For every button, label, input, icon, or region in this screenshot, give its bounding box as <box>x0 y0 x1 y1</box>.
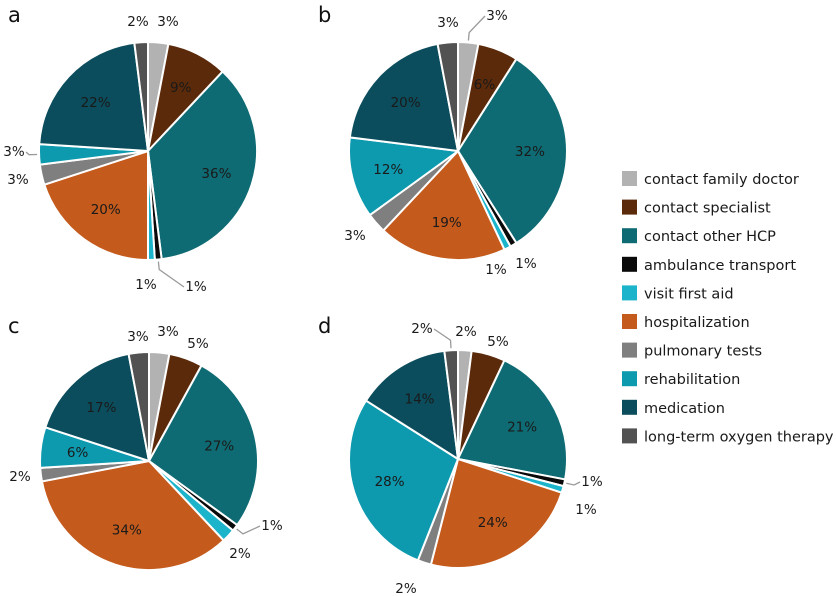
legend-swatch-pulmonary-tests <box>622 342 637 358</box>
legend-swatch-hospitalization <box>622 314 637 329</box>
data-label-d-contact-family-doctor: 2% <box>455 324 477 340</box>
data-label-b-visit-first-aid: 1% <box>485 262 507 278</box>
leader-line-d-ambulance-transport <box>566 481 581 486</box>
pie-chart-c: c 3% 5% 27% 1% 2% 34% 2% 6% 17% 3% <box>8 314 283 571</box>
pie-chart-a: a 3% 9% 36% 1% 1% 20% 3% 3% 22% 2% <box>3 3 258 295</box>
legend-label-hospitalization: hospitalization <box>644 315 750 331</box>
data-label-c-medication: 17% <box>86 400 116 416</box>
slice-b-long-term-oxygen-therapy <box>436 41 459 152</box>
slice-c-long-term-oxygen-therapy <box>127 351 150 462</box>
data-label-c-ambulance-transport: 1% <box>261 518 283 534</box>
legend-label-ambulance-transport: ambulance transport <box>644 258 796 274</box>
slice-d-medication <box>364 349 459 460</box>
legend: contact family doctor contact specialist c… <box>622 171 834 445</box>
slice-b-medication <box>348 42 459 152</box>
data-label-d-rehabilitation: 28% <box>375 474 405 490</box>
legend-label-contact-specialist: contact specialist <box>644 201 771 217</box>
leader-line-a-rehabilitation <box>25 151 38 156</box>
slice-a-contact-other-hcp <box>147 70 258 261</box>
legend-swatch-medication <box>622 399 637 415</box>
data-label-c-hospitalization: 34% <box>112 522 142 538</box>
data-label-b-ambulance-transport: 1% <box>515 256 537 272</box>
legend-swatch-contact-other-hcp <box>622 228 637 244</box>
data-label-c-long-term-oxygen-therapy: 3% <box>127 329 149 345</box>
legend-swatch-ambulance-transport <box>622 256 637 272</box>
data-label-a-pulmonary-tests: 3% <box>7 172 29 188</box>
slice-a-medication <box>38 41 149 152</box>
slice-d-contact-other-hcp <box>457 359 568 481</box>
slice-a-hospitalization <box>43 150 149 261</box>
data-label-c-contact-other-hcp: 27% <box>204 438 234 454</box>
data-label-d-visit-first-aid: 1% <box>575 502 597 518</box>
data-label-a-contact-specialist: 9% <box>170 80 192 96</box>
legend-label-contact-other-hcp: contact other HCP <box>644 229 776 245</box>
legend-label-contact-family-doctor: contact family doctor <box>644 172 799 188</box>
data-label-c-contact-family-doctor: 3% <box>157 324 179 340</box>
legend-swatch-long-term-oxygen-therapy <box>622 428 637 444</box>
legend-label-medication: medication <box>644 401 725 417</box>
data-label-b-contact-other-hcp: 32% <box>515 144 545 160</box>
legend-label-pulmonary-tests: pulmonary tests <box>644 344 762 360</box>
data-label-d-hospitalization: 24% <box>478 515 508 531</box>
data-label-d-long-term-oxygen-therapy: 2% <box>411 321 433 337</box>
leader-line-c-ambulance-transport <box>236 525 261 535</box>
data-label-d-ambulance-transport: 1% <box>581 474 603 490</box>
data-label-d-contact-specialist: 5% <box>487 334 509 350</box>
panel-letter-b: b <box>318 3 331 27</box>
data-label-b-medication: 20% <box>391 95 421 111</box>
data-label-c-visit-first-aid: 2% <box>229 546 251 562</box>
data-label-a-contact-other-hcp: 36% <box>201 166 231 182</box>
legend-label-rehabilitation: rehabilitation <box>644 372 740 388</box>
data-label-b-contact-family-doctor: 3% <box>486 8 508 24</box>
legend-swatch-contact-family-doctor <box>622 171 637 186</box>
panel-letter-c: c <box>8 314 20 338</box>
data-label-c-contact-specialist: 5% <box>187 336 209 352</box>
pie-chart-b: b 3% 6% 32% 1% 1% 19% 3% 12% 20% 3% <box>318 3 569 278</box>
legend-label-long-term-oxygen-therapy: long-term oxygen therapy <box>644 429 834 445</box>
data-label-a-medication: 22% <box>81 95 111 111</box>
data-label-a-long-term-oxygen-therapy: 2% <box>127 14 149 30</box>
data-label-a-ambulance-transport: 1% <box>185 279 207 295</box>
pie-chart-d: d 2% 5% 21% 1% 1% 24% 2% 28% 14% 2% <box>318 314 603 596</box>
data-label-b-hospitalization: 19% <box>432 215 462 231</box>
slice-c-medication <box>44 352 150 462</box>
data-label-d-pulmonary-tests: 2% <box>395 581 417 596</box>
data-label-d-medication: 14% <box>404 391 434 407</box>
slice-a-long-term-oxygen-therapy <box>133 41 149 152</box>
data-label-a-visit-first-aid: 1% <box>135 277 157 293</box>
data-label-a-hospitalization: 20% <box>91 202 121 218</box>
slice-d-long-term-oxygen-therapy <box>443 349 459 460</box>
slice-d-hospitalization <box>429 458 563 569</box>
leader-line-a-ambulance-transport <box>157 261 185 288</box>
data-label-b-contact-specialist: 6% <box>474 77 496 93</box>
data-label-d-contact-other-hcp: 21% <box>507 419 537 435</box>
data-label-b-pulmonary-tests: 3% <box>344 228 366 244</box>
slice-c-contact-other-hcp <box>148 364 259 527</box>
leader-line-b-contact-family-doctor <box>467 15 486 41</box>
slice-b-contact-other-hcp <box>457 57 569 245</box>
slice-b-hospitalization <box>382 150 506 261</box>
data-label-a-contact-family-doctor: 3% <box>157 14 179 30</box>
data-label-a-rehabilitation: 3% <box>3 144 25 160</box>
legend-swatch-contact-specialist <box>622 199 637 215</box>
panel-letter-a: a <box>8 3 21 27</box>
legend-swatch-visit-first-aid <box>622 285 637 301</box>
leader-line-d-long-term-oxygen-therapy <box>433 328 452 349</box>
data-label-c-pulmonary-tests: 2% <box>9 469 31 485</box>
legend-swatch-rehabilitation <box>622 371 637 387</box>
slice-b-rehabilitation <box>348 136 459 217</box>
panel-letter-d: d <box>318 314 331 338</box>
legend-label-visit-first-aid: visit first aid <box>644 286 734 302</box>
slice-c-hospitalization <box>40 460 225 571</box>
data-label-b-rehabilitation: 12% <box>373 162 403 178</box>
data-label-b-long-term-oxygen-therapy: 3% <box>437 15 459 31</box>
slice-d-rehabilitation <box>348 399 459 562</box>
data-label-c-rehabilitation: 6% <box>67 445 89 461</box>
